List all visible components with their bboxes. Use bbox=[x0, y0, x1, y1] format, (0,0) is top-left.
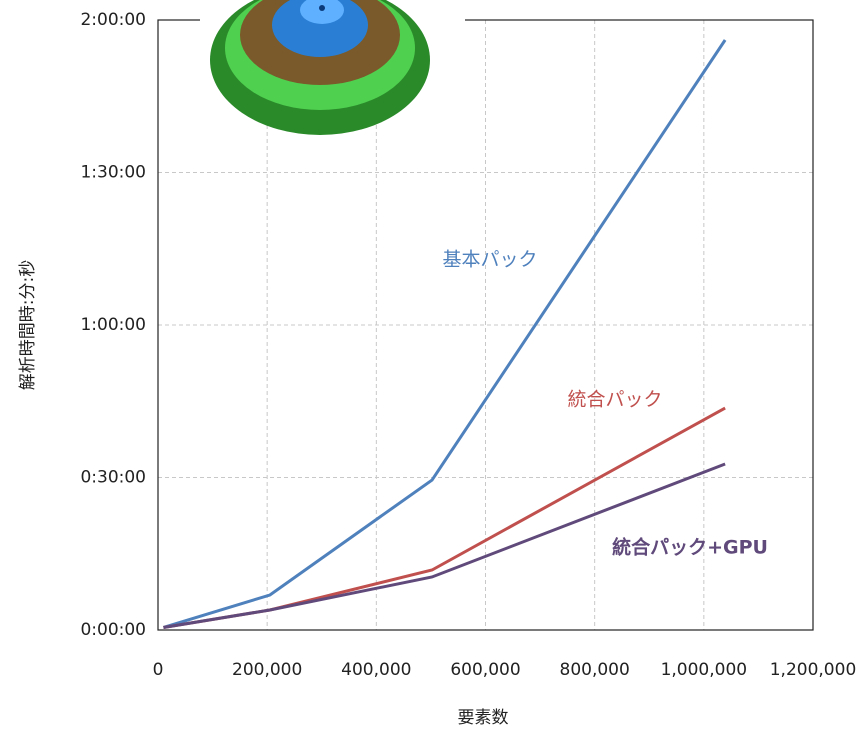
y-tick-label: 0:30:00 bbox=[80, 468, 146, 488]
series-label: 基本パック bbox=[442, 249, 537, 271]
x-tick-label: 200,000 bbox=[232, 660, 302, 680]
y-tick-label: 1:00:00 bbox=[80, 315, 146, 335]
x-axis-label: 要素数 bbox=[458, 708, 509, 728]
y-tick-label: 1:30:00 bbox=[80, 163, 146, 183]
chart: 解析時間時:分:秒 要素数 0:00:00 0:30:00 1:00:00 1:30:… bbox=[0, 0, 866, 731]
x-tick-label: 400,000 bbox=[341, 660, 411, 680]
x-tick-label: 0 bbox=[153, 660, 164, 680]
y-tick-label: 2:00:00 bbox=[80, 10, 146, 30]
x-tick-label: 800,000 bbox=[560, 660, 630, 680]
series-label: 統合パック bbox=[567, 389, 662, 411]
x-tick-label: 600,000 bbox=[450, 660, 520, 680]
fan-image bbox=[200, 0, 465, 135]
series-line bbox=[163, 408, 725, 627]
y-tick-label: 0:00:00 bbox=[80, 620, 146, 640]
x-tick-label: 1,000,000 bbox=[661, 660, 748, 680]
y-axis-label: 解析時間時:分:秒 bbox=[18, 260, 38, 390]
x-tick-label: 1,200,000 bbox=[770, 660, 857, 680]
series-label: 統合パック+GPU bbox=[612, 536, 768, 559]
